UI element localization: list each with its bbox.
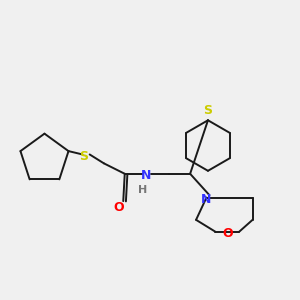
Text: O: O (222, 227, 232, 240)
Text: S: S (203, 104, 212, 117)
Text: N: N (141, 169, 152, 182)
Text: H: H (138, 184, 148, 194)
Text: S: S (80, 150, 88, 163)
Text: N: N (201, 193, 211, 206)
Text: O: O (113, 202, 124, 214)
